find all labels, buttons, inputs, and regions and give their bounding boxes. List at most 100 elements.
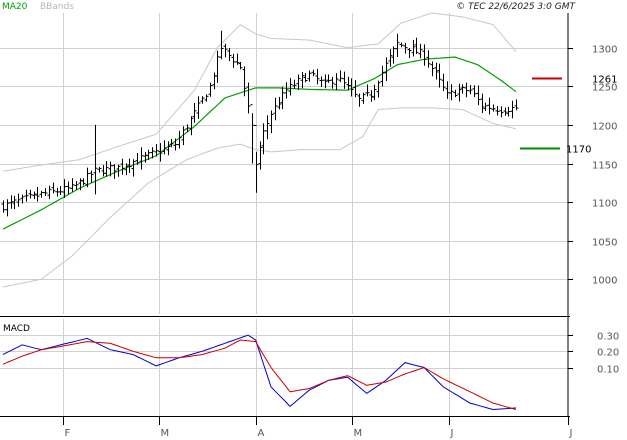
- ohlc-bar: [58, 186, 63, 195]
- ohlc-bar: [158, 143, 163, 162]
- price-tick-label: 1150: [592, 161, 617, 172]
- ohlc-bar: [70, 178, 75, 192]
- ohlc-bar: [120, 158, 125, 175]
- price-targets: 1261 1170: [520, 75, 617, 156]
- ohlc-bar: [173, 138, 178, 151]
- ohlc-bar: [269, 110, 274, 134]
- ohlc-bar: [169, 138, 174, 148]
- ohlc-bar: [300, 72, 305, 89]
- ohlc-bar: [246, 82, 251, 114]
- ohlc-bar: [185, 124, 190, 133]
- ohlc-bar: [315, 68, 320, 85]
- ohlc-bar: [403, 43, 408, 54]
- ohlc-bar: [112, 164, 117, 179]
- ohlc-bar: [323, 74, 328, 89]
- ohlc-bar: [453, 89, 458, 98]
- price-tick-labels: 1000 1050 1100 1150 1200 1250 1300: [592, 45, 617, 287]
- ohlc-bar: [468, 85, 473, 95]
- ohlc-bar: [146, 149, 151, 160]
- ohlc-bar: [418, 43, 423, 59]
- ohlc-bar: [235, 53, 240, 65]
- copyright-text: © TEC 22/6/2025 3:0 GMT: [456, 2, 576, 12]
- price-panel-bg: [0, 13, 568, 314]
- ohlc-bar: [181, 126, 186, 146]
- ohlc-bar: [426, 50, 431, 68]
- ohlc-bar: [430, 61, 435, 77]
- ohlc-bar: [104, 161, 109, 177]
- ohlc-bar: [422, 44, 427, 66]
- ohlc-bar: [491, 104, 496, 112]
- macd-line: [2, 334, 517, 411]
- bollinger-bands: [2, 12, 517, 288]
- macd-lines: [2, 334, 517, 411]
- ohlc-bar: [434, 62, 439, 80]
- ohlc-bar: [334, 73, 339, 91]
- ohlc-bar: [238, 62, 243, 70]
- ohlc-bar: [388, 49, 393, 67]
- ohlc-bar: [250, 104, 255, 164]
- ohlc-bar: [81, 178, 86, 186]
- ohlc-bar: [47, 185, 52, 200]
- ohlc-bar: [384, 57, 389, 82]
- ohlc-bar: [510, 100, 515, 119]
- ohlc-bar: [116, 164, 121, 177]
- macd-tick-label: 0.10: [597, 365, 619, 376]
- ohlc-bar: [326, 74, 331, 83]
- macd-signal-line: [2, 339, 517, 410]
- ohlc-bar: [192, 103, 197, 123]
- legend-bbands: BBands: [40, 2, 74, 12]
- ohlc-bar: [503, 107, 508, 116]
- ohlc-bar: [514, 99, 519, 111]
- ohlc-bar: [242, 66, 247, 97]
- ohlc-bar: [395, 33, 400, 57]
- ohlc-bar: [506, 107, 511, 117]
- ohlc-bar: [357, 93, 362, 107]
- ohlc-bar: [154, 144, 159, 157]
- ohlc-bar: [273, 97, 278, 121]
- ohlc-bar: [414, 37, 419, 54]
- ohlc-bar: [39, 190, 44, 198]
- ohlc-bar: [74, 181, 79, 190]
- ohlc-bar: [127, 158, 132, 173]
- ohlc-bar: [372, 84, 377, 101]
- ohlc-bar: [208, 82, 213, 97]
- ohlc-bar: [369, 90, 374, 102]
- ohlc-bar: [296, 74, 301, 90]
- macd-panel-bg: [0, 319, 568, 416]
- macd-title: MACD: [3, 324, 30, 334]
- ohlc-bar: [108, 161, 113, 177]
- month-tick-label: A: [258, 428, 265, 439]
- ohlc-bar: [135, 153, 140, 165]
- ohlc-bar: [277, 96, 282, 110]
- ohlc-bar: [16, 193, 21, 207]
- ohlc-bar: [499, 106, 504, 118]
- ohlc-bar: [35, 187, 40, 202]
- target-label: 1170: [566, 145, 591, 156]
- ohlc-bar: [265, 115, 270, 140]
- ohlc-bar: [445, 81, 450, 99]
- macd-tick-labels: 0.10 0.20 0.30: [597, 332, 619, 376]
- month-grid: [63, 13, 569, 425]
- ohlc-bar: [196, 96, 201, 119]
- ohlc-bar: [131, 159, 136, 177]
- ohlc-bar: [24, 189, 29, 202]
- ma20-line: [2, 56, 517, 230]
- ohlc-bar: [9, 195, 14, 209]
- ohlc-bar: [93, 124, 98, 195]
- month-tick-label: J: [450, 428, 454, 439]
- ohlc-bar: [62, 179, 67, 198]
- ohlc-bar: [51, 182, 56, 194]
- month-tick-label: M: [354, 428, 363, 439]
- ohlc-bar: [200, 96, 205, 104]
- ohlc-bar: [338, 70, 343, 83]
- macd-tick-label: 0.20: [597, 348, 619, 359]
- ohlc-bar: [177, 130, 182, 149]
- ohlc-bar: [5, 199, 10, 217]
- ohlc-bar: [460, 84, 465, 94]
- ohlc-bar: [288, 78, 293, 96]
- price-tick-label: 1250: [592, 83, 617, 94]
- ma20-line-group: [2, 56, 517, 230]
- ohlc-bar: [441, 73, 446, 91]
